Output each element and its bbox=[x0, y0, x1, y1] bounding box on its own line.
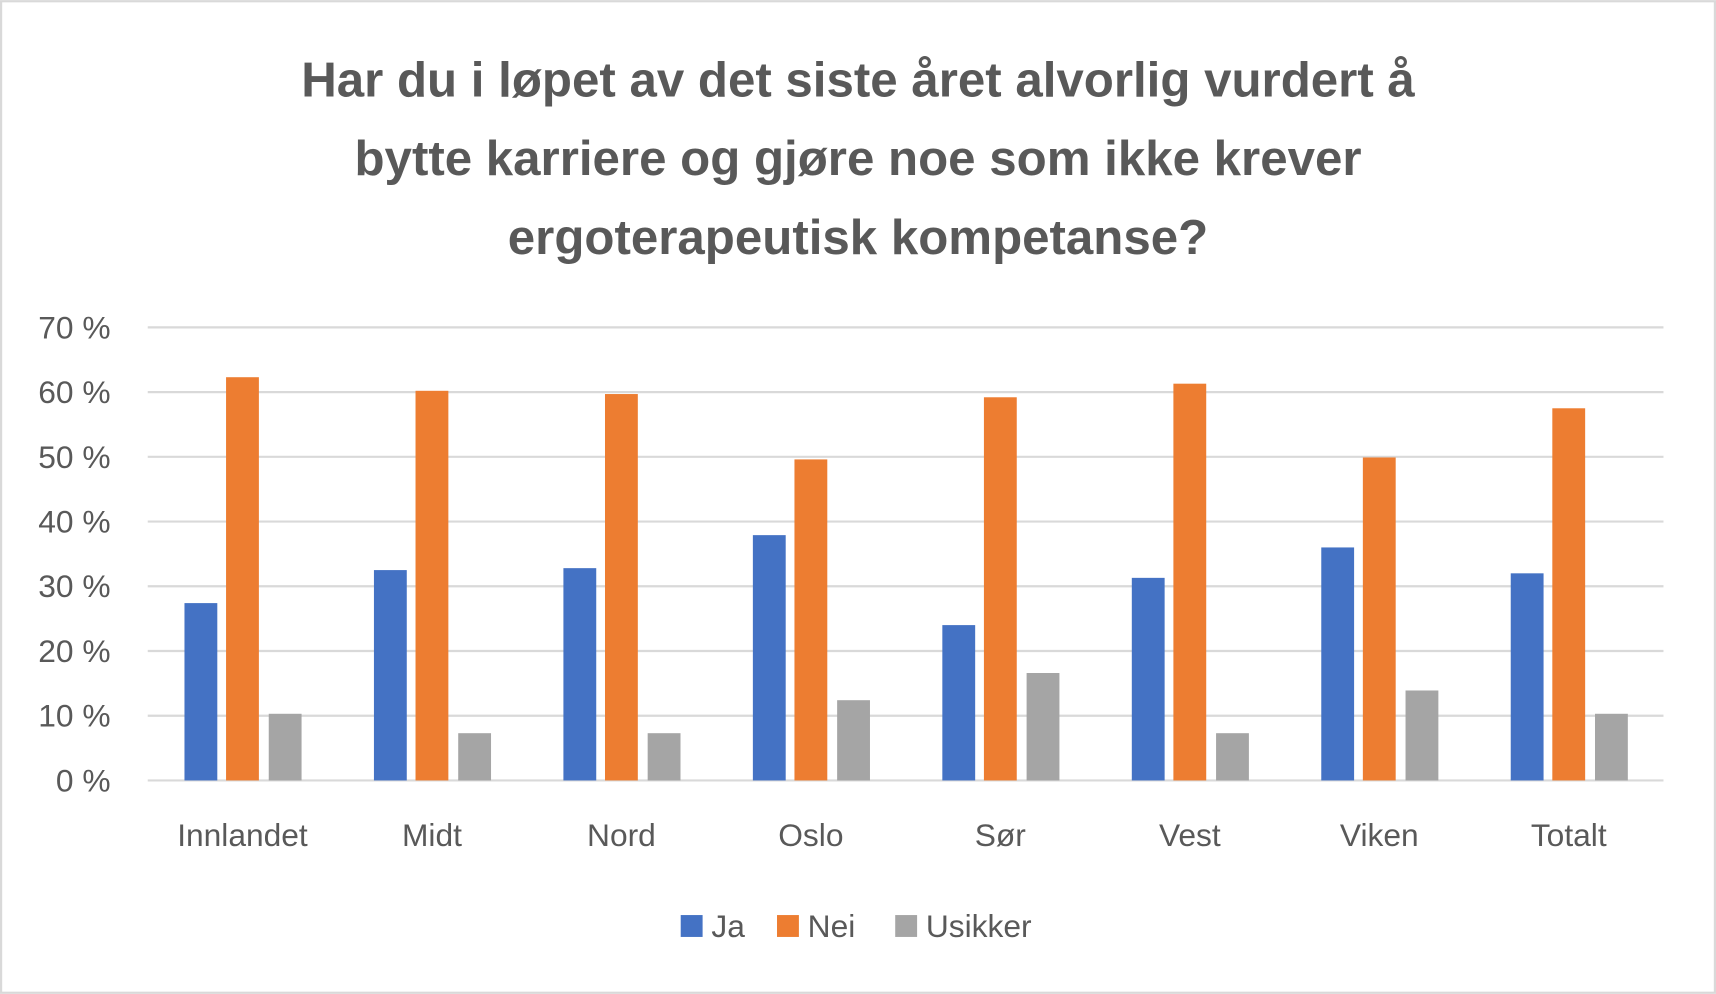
bar-nei-midt bbox=[415, 390, 449, 781]
bar-nei-nord bbox=[604, 394, 638, 781]
y-tick-label: 10 % bbox=[38, 698, 110, 734]
x-tick-label: Viken bbox=[1340, 817, 1419, 853]
chart-title-line-1: Har du i løpet av det siste året alvorli… bbox=[301, 52, 1415, 107]
y-tick-label: 40 % bbox=[38, 503, 110, 539]
bar-usikker-vest bbox=[1216, 733, 1249, 781]
bar-usikker-oslo bbox=[837, 700, 870, 781]
bar-nei-sør bbox=[983, 397, 1017, 781]
chart-title-line-3: ergoterapeutisk kompetanse? bbox=[508, 210, 1208, 265]
bar-usikker-sør bbox=[1026, 673, 1060, 781]
bar-usikker-totalt bbox=[1595, 713, 1628, 781]
y-tick-label: 50 % bbox=[38, 439, 110, 475]
legend-swatch-usikker bbox=[895, 915, 918, 937]
bar-ja-sør bbox=[942, 625, 976, 781]
bar-ja-vest bbox=[1131, 577, 1165, 781]
bar-usikker-midt bbox=[458, 733, 492, 781]
bar-nei-viken bbox=[1362, 457, 1396, 781]
bar-nei-vest bbox=[1173, 383, 1207, 781]
x-tick-label: Innlandet bbox=[177, 817, 308, 853]
legend-label-nei: Nei bbox=[808, 908, 856, 944]
x-tick-label: Midt bbox=[402, 817, 462, 853]
y-tick-label: 0 % bbox=[56, 762, 111, 798]
x-tick-label: Oslo bbox=[778, 817, 843, 853]
bar-ja-nord bbox=[563, 568, 597, 781]
x-tick-label: Totalt bbox=[1531, 817, 1607, 853]
legend-label-usikker: Usikker bbox=[926, 908, 1032, 944]
bar-nei-totalt bbox=[1552, 408, 1586, 781]
x-tick-label: Nord bbox=[587, 817, 656, 853]
x-tick-label: Vest bbox=[1159, 817, 1221, 853]
bar-usikker-nord bbox=[647, 733, 681, 781]
y-tick-label: 70 % bbox=[38, 309, 110, 345]
y-tick-label: 60 % bbox=[38, 374, 110, 410]
legend-swatch-ja bbox=[680, 915, 703, 937]
bar-nei-oslo bbox=[794, 459, 828, 781]
bar-ja-totalt bbox=[1510, 573, 1544, 781]
chart-title-line-2: bytte karriere og gjøre noe som ikke kre… bbox=[354, 131, 1361, 186]
bar-ja-midt bbox=[373, 570, 407, 781]
x-tick-label: Sør bbox=[975, 817, 1027, 853]
bar-ja-viken bbox=[1321, 547, 1355, 781]
legend-label-ja: Ja bbox=[711, 908, 745, 944]
bar-usikker-viken bbox=[1405, 690, 1439, 781]
bar-usikker-innlandet bbox=[268, 713, 302, 781]
bar-nei-innlandet bbox=[226, 377, 259, 781]
y-tick-label: 30 % bbox=[38, 568, 110, 604]
legend-swatch-nei bbox=[777, 915, 799, 937]
bar-ja-oslo bbox=[752, 535, 786, 781]
y-tick-label: 20 % bbox=[38, 633, 110, 669]
bar-ja-innlandet bbox=[184, 603, 218, 781]
